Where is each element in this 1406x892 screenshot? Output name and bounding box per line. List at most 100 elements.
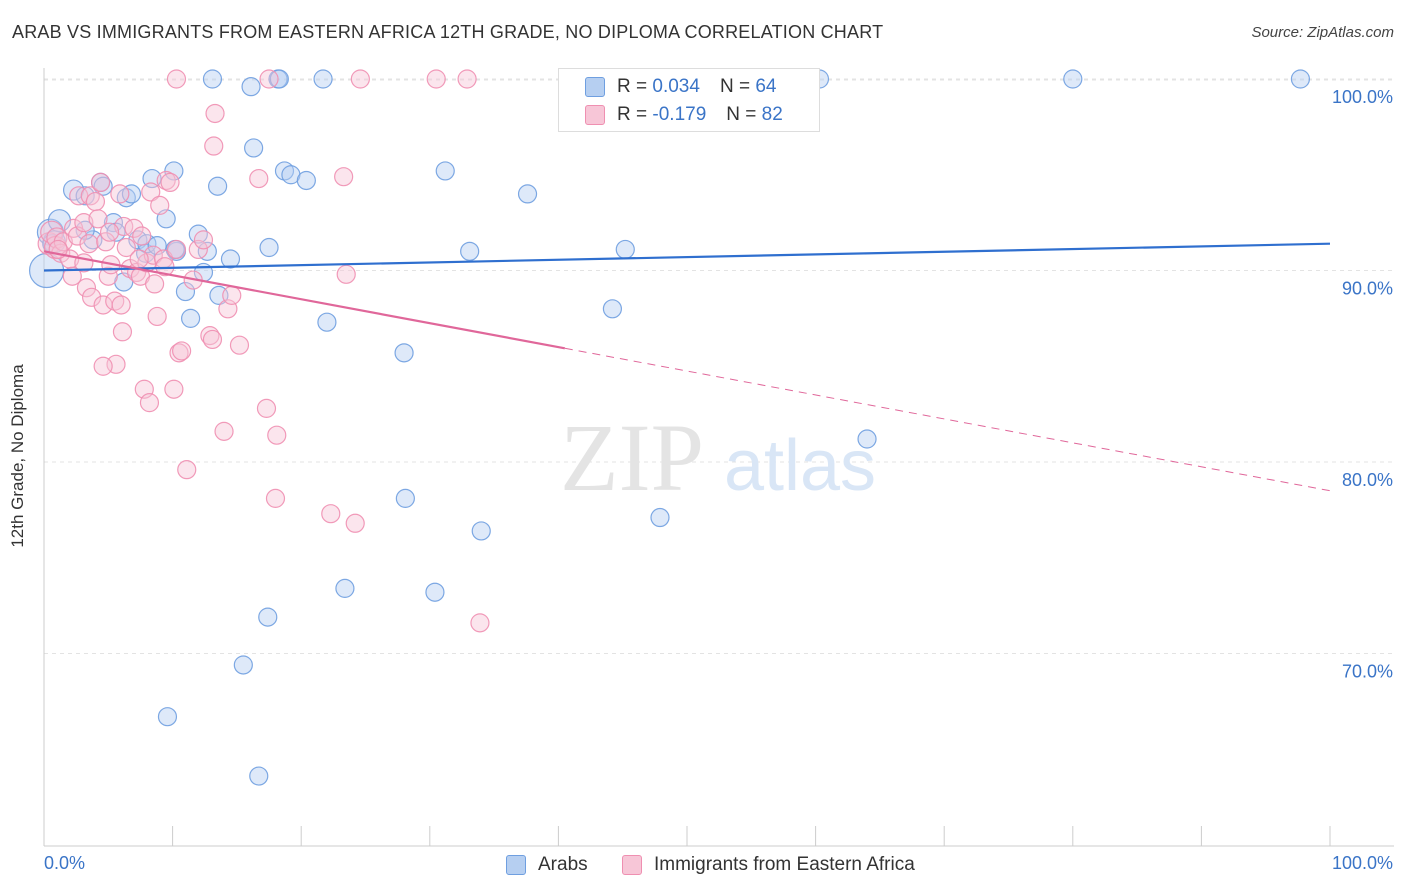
- point-eastern-africa: [188, 239, 208, 260]
- trend-line-eastern-africa-extension: [564, 347, 1331, 492]
- point-eastern-africa: [177, 460, 197, 480]
- watermark-atlas: atlas: [724, 426, 876, 506]
- point-eastern-africa: [150, 195, 170, 215]
- point-arabs: [395, 488, 415, 508]
- point-eastern-africa: [143, 245, 163, 265]
- stats-legend: R = 0.034 N = 64 R = -0.179 N = 82: [558, 68, 820, 132]
- point-eastern-africa: [205, 103, 225, 124]
- y-tick-label: 100.0%: [1332, 87, 1393, 107]
- point-eastern-africa: [457, 69, 477, 89]
- chart-title: ARAB VS IMMIGRANTS FROM EASTERN AFRICA 1…: [12, 22, 884, 42]
- point-eastern-africa: [155, 257, 175, 277]
- legend-n-label: N =: [719, 76, 751, 97]
- point-eastern-africa: [88, 209, 108, 229]
- tick-labels: 70.0% 80.0% 90.0% 100.0% 0.0% 100.0%: [44, 87, 1393, 873]
- point-eastern-africa: [256, 398, 277, 418]
- point-arabs: [460, 241, 480, 261]
- legend-r-label: R =: [617, 76, 648, 97]
- point-eastern-africa: [96, 232, 116, 252]
- point-eastern-africa: [166, 239, 187, 260]
- legend-item-arabs[interactable]: Arabs: [506, 852, 588, 878]
- legend-swatch-arabs: [585, 77, 605, 97]
- point-eastern-africa: [164, 379, 184, 399]
- point-eastern-africa: [132, 226, 152, 246]
- point-arabs: [517, 184, 538, 204]
- point-eastern-africa: [93, 356, 113, 376]
- point-eastern-africa: [81, 287, 102, 307]
- point-eastern-africa: [98, 266, 118, 286]
- legend-item-eastern-africa[interactable]: Immigrants from Eastern Africa: [622, 852, 915, 878]
- point-eastern-africa: [345, 513, 365, 533]
- y-tick-label: 80.0%: [1342, 470, 1393, 490]
- point-arabs: [317, 312, 337, 332]
- point-arabs: [233, 655, 253, 675]
- point-arabs: [650, 507, 670, 528]
- point-eastern-africa: [426, 69, 446, 89]
- point-eastern-africa: [350, 69, 370, 89]
- point-eastern-africa: [265, 488, 286, 508]
- point-eastern-africa: [111, 295, 131, 315]
- point-eastern-africa: [99, 222, 120, 242]
- point-eastern-africa: [160, 172, 180, 193]
- point-eastern-africa: [336, 264, 356, 284]
- legend-r-label: R =: [617, 104, 648, 125]
- point-arabs: [435, 161, 455, 181]
- watermark: ZIP atlas: [560, 404, 876, 511]
- point-eastern-africa: [69, 186, 89, 206]
- legend-n-value: 82: [761, 104, 783, 125]
- point-arabs: [220, 249, 241, 269]
- point-eastern-africa: [90, 172, 111, 193]
- series-eastern-africa: [37, 69, 490, 633]
- point-eastern-africa: [124, 218, 144, 238]
- point-arabs: [313, 69, 333, 89]
- point-arabs: [394, 343, 414, 363]
- axes: [43, 68, 1394, 847]
- point-eastern-africa: [267, 425, 287, 445]
- point-arabs: [202, 69, 223, 89]
- point-arabs: [188, 224, 208, 244]
- point-arabs: [258, 607, 278, 627]
- series-legend: Arabs Immigrants from Eastern Africa: [0, 852, 1406, 878]
- point-arabs: [208, 176, 228, 196]
- point-arabs: [249, 766, 269, 786]
- point-eastern-africa: [193, 230, 214, 250]
- point-eastern-africa: [249, 168, 269, 189]
- x-tick-label: 100.0%: [1332, 853, 1393, 873]
- point-eastern-africa: [76, 278, 97, 298]
- point-arabs: [425, 582, 445, 602]
- source-label: Source: ZipAtlas.com: [1251, 24, 1394, 41]
- point-eastern-africa: [62, 266, 82, 286]
- point-arabs: [1290, 69, 1311, 89]
- point-eastern-africa: [334, 167, 354, 187]
- trend-line-eastern-africa: [43, 250, 566, 350]
- y-tick-label: 70.0%: [1342, 662, 1393, 682]
- watermark-zip: ZIP: [560, 404, 704, 511]
- trend-lines: [43, 242, 1331, 492]
- legend-label-arabs: Arabs: [538, 854, 588, 875]
- trend-line-arabs: [43, 242, 1331, 272]
- legend-row-arabs: R = 0.034 N = 64: [585, 73, 776, 101]
- point-eastern-africa: [141, 182, 161, 202]
- point-arabs: [164, 161, 184, 181]
- legend-r-value: 0.034: [652, 76, 700, 97]
- point-eastern-africa: [74, 213, 94, 233]
- y-tick-label: 90.0%: [1342, 279, 1393, 299]
- legend-swatch-arabs: [506, 855, 526, 875]
- point-eastern-africa: [470, 613, 490, 633]
- x-tick-label: 0.0%: [44, 853, 85, 873]
- point-arabs: [1063, 69, 1083, 89]
- point-eastern-africa: [129, 249, 149, 269]
- point-arabs: [615, 239, 635, 260]
- series-arabs: [28, 69, 1311, 786]
- point-eastern-africa: [202, 329, 223, 350]
- legend-swatch-eastern-africa: [585, 105, 605, 125]
- point-arabs: [157, 707, 178, 727]
- point-eastern-africa: [172, 341, 192, 361]
- legend-r-value: -0.179: [652, 104, 707, 125]
- point-eastern-africa: [214, 421, 234, 441]
- point-arabs: [106, 222, 126, 242]
- point-eastern-africa: [147, 306, 167, 327]
- y-axis-label: 12th Grade, No Diploma: [8, 364, 27, 548]
- point-arabs: [75, 186, 95, 206]
- point-eastern-africa: [222, 285, 242, 305]
